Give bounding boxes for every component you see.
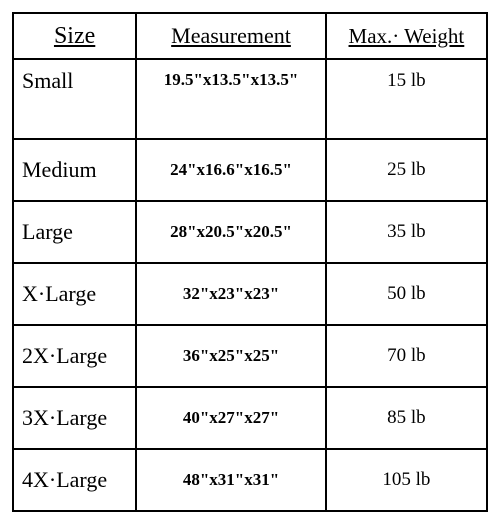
- size-value: 4X·Large: [13, 449, 136, 511]
- measurement-value: 19.5"x13.5"x13.5": [136, 59, 326, 139]
- table-row: 3X·Large 40"x27"x27" 85 lb: [13, 387, 487, 449]
- col-header-size: Size: [13, 13, 136, 59]
- weight-value: 105 lb: [326, 449, 487, 511]
- measurement-value: 32"x23"x23": [136, 263, 326, 325]
- measurement-value: 40"x27"x27": [136, 387, 326, 449]
- weight-value: 35 lb: [326, 201, 487, 263]
- size-value: Small: [13, 59, 136, 139]
- weight-value: 85 lb: [326, 387, 487, 449]
- table-row: Large 28"x20.5"x20.5" 35 lb: [13, 201, 487, 263]
- weight-value: 25 lb: [326, 139, 487, 201]
- table-row: Small 19.5"x13.5"x13.5" 15 lb: [13, 59, 487, 139]
- size-value: 3X·Large: [13, 387, 136, 449]
- size-value: X·Large: [13, 263, 136, 325]
- measurement-value: 36"x25"x25": [136, 325, 326, 387]
- table-row: 2X·Large 36"x25"x25" 70 lb: [13, 325, 487, 387]
- measurement-value: 24"x16.6"x16.5": [136, 139, 326, 201]
- size-value: Medium: [13, 139, 136, 201]
- weight-value: 15 lb: [326, 59, 487, 139]
- col-header-measurement: Measurement: [136, 13, 326, 59]
- size-value: 2X·Large: [13, 325, 136, 387]
- table-row: 4X·Large 48"x31"x31" 105 lb: [13, 449, 487, 511]
- table-row: Medium 24"x16.6"x16.5" 25 lb: [13, 139, 487, 201]
- size-chart-table: Size Measurement Max.· Weight Small 19.5…: [12, 12, 488, 512]
- weight-value: 70 lb: [326, 325, 487, 387]
- weight-value: 50 lb: [326, 263, 487, 325]
- size-value: Large: [13, 201, 136, 263]
- table-row: X·Large 32"x23"x23" 50 lb: [13, 263, 487, 325]
- measurement-value: 28"x20.5"x20.5": [136, 201, 326, 263]
- col-header-weight: Max.· Weight: [326, 13, 487, 59]
- header-row: Size Measurement Max.· Weight: [13, 13, 487, 59]
- measurement-value: 48"x31"x31": [136, 449, 326, 511]
